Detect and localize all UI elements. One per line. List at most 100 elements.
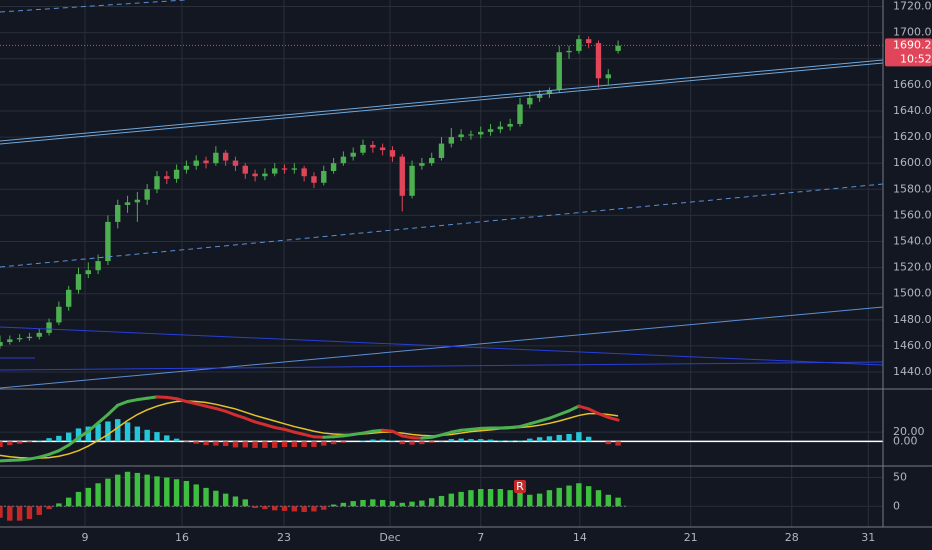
candle-body [154,176,160,190]
momentum-segment [459,427,473,432]
histogram-bar [546,436,553,442]
bar [183,480,190,507]
histogram-bar [0,441,3,447]
candle-body [487,129,494,132]
bar [222,493,229,507]
histogram-bar [468,439,474,442]
momentum-segment [214,406,228,413]
bar [360,499,366,507]
y-tick-label: 50 [893,471,907,484]
bar [507,490,513,507]
candle-body [546,90,553,94]
histogram-bar [399,441,405,445]
momentum-segment [253,420,267,427]
countdown-label: 10:52 [900,52,932,65]
bar [595,490,602,507]
signal-line [0,400,619,459]
annotation-box [513,480,526,493]
momentum-segment [76,429,90,440]
momentum-segment [508,425,522,429]
candle-body [173,169,180,179]
momentum-segment [341,432,355,438]
bar [213,490,219,507]
candle-body [321,171,327,183]
candle-body [556,52,562,91]
last-price-label: 1690.26 [893,38,932,51]
momentum-segment [351,431,365,436]
bar [281,506,288,511]
x-tick-label: 16 [175,531,189,544]
candle-body [448,137,455,144]
bar [301,506,307,513]
histogram-bar [527,438,533,442]
bar [566,485,572,507]
momentum-segment [528,419,542,426]
histogram-bar [7,441,13,446]
bar [340,502,347,507]
momentum-segment [381,428,394,433]
candle-body [242,165,248,174]
candle-body [203,160,209,164]
histogram-bar [164,435,170,442]
histogram-bar [252,441,258,448]
histogram-bar [556,434,562,442]
bar [536,493,543,507]
bar [517,491,523,507]
candle-body [75,274,82,290]
histogram-bar [566,433,572,442]
histogram-bar [487,439,494,442]
momentum-segment [96,413,110,425]
bar [448,493,455,507]
bar [85,487,91,507]
bar [262,506,268,510]
candle-body [115,204,121,222]
trend-line [0,306,884,389]
trend-line [0,62,884,145]
histogram-bar [222,441,229,447]
candle-body [232,160,239,166]
candle-body [0,342,3,346]
histogram-bar [448,439,455,442]
momentum-segment [184,400,198,406]
bar [16,506,23,521]
histogram-bar [65,432,72,442]
histogram-bar [213,441,219,446]
y-tick-label: 1640.00 [893,104,932,117]
y-tick-label: 1620.00 [893,130,932,143]
bar [350,501,356,507]
candle-body [252,173,258,177]
momentum-segment [67,436,80,447]
candle-body [468,134,474,136]
histogram-bar [615,441,621,446]
bar [65,497,72,507]
bar [458,491,464,507]
candle-body [311,176,317,183]
candle-body [105,221,111,262]
momentum-segment [390,429,404,438]
candle-body [272,168,278,174]
momentum-segment [37,452,51,459]
candle-body [399,156,405,196]
histogram-bar [75,428,82,442]
histogram-bar [605,441,611,445]
bar [203,487,209,507]
bar [468,490,474,507]
histogram-bar [340,441,347,443]
candle-body [360,144,366,153]
candle-body [595,43,602,79]
candle-body [409,165,415,196]
histogram-bar [262,441,268,448]
y-tick-label: 1600.00 [893,156,932,169]
momentum-segment [116,400,130,407]
candle-body [536,93,543,98]
momentum-segment [371,428,385,433]
histogram-bar [56,435,62,442]
bar [370,499,376,507]
histogram-bar [115,419,121,442]
bar [321,506,327,510]
histogram-bar [321,441,327,446]
momentum-segment [557,409,571,417]
bar [409,501,415,507]
candle-body [438,143,445,158]
